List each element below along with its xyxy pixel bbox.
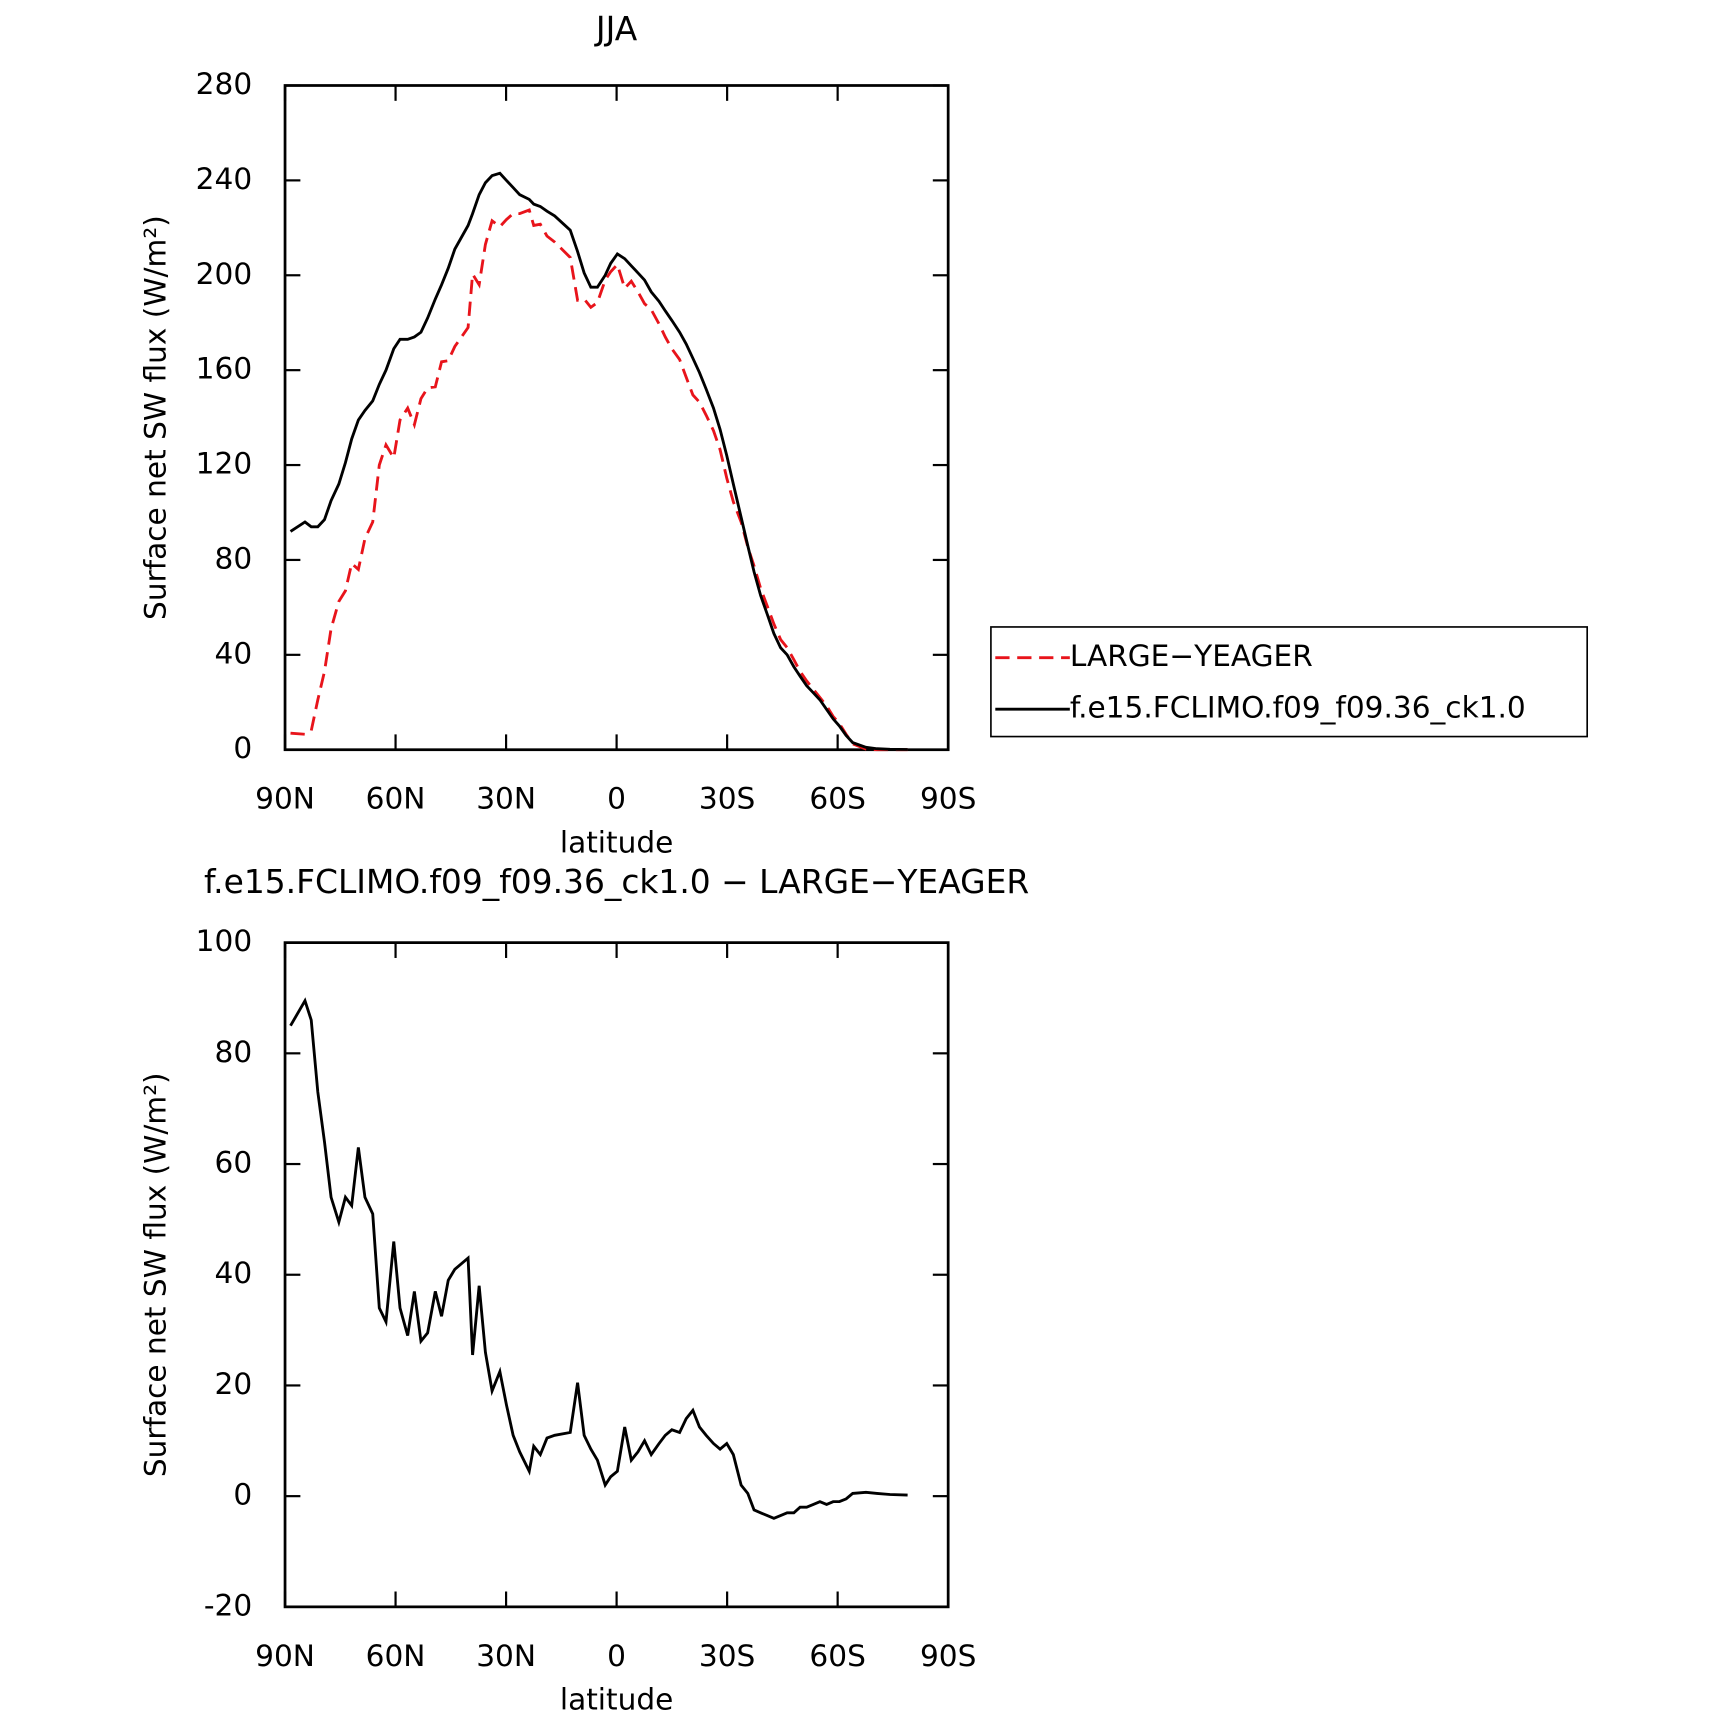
x-tick-label: 30S bbox=[699, 1639, 755, 1673]
x-tick-label: 90S bbox=[920, 1639, 976, 1673]
x-tick-label: 0 bbox=[607, 782, 626, 816]
y-tick-label: 0 bbox=[233, 1478, 252, 1512]
x-axis-label: latitude bbox=[560, 1683, 673, 1717]
x-tick-label: 30S bbox=[699, 782, 755, 816]
data-line bbox=[290, 208, 908, 752]
y-axis-label: Surface net SW flux (W/m²) bbox=[138, 215, 172, 620]
x-tick-label: 30N bbox=[476, 1639, 536, 1673]
y-tick-label: 60 bbox=[215, 1146, 253, 1180]
plot-frame bbox=[283, 84, 950, 752]
y-tick-label: -20 bbox=[204, 1588, 252, 1622]
x-tick-label: 90S bbox=[920, 782, 976, 816]
y-tick-label: 20 bbox=[215, 1367, 253, 1401]
x-tick-label: 90N bbox=[255, 1639, 315, 1673]
legend-label: f.e15.FCLIMO.f09_f09.36_ck1.0 bbox=[1070, 691, 1526, 725]
x-tick-label: 0 bbox=[607, 1639, 626, 1673]
x-tick-label: 60N bbox=[366, 1639, 426, 1673]
chart-title: f.e15.FCLIMO.f09_f09.36_ck1.0 − LARGE−YE… bbox=[204, 862, 1029, 901]
y-tick-label: 80 bbox=[215, 541, 253, 575]
y-axis-label: Surface net SW flux (W/m²) bbox=[138, 1072, 172, 1477]
x-tick-label: 60S bbox=[809, 1639, 865, 1673]
y-tick-label: 240 bbox=[196, 162, 252, 196]
legend-label: LARGE−YEAGER bbox=[1070, 639, 1313, 673]
y-tick-label: 100 bbox=[196, 924, 252, 958]
data-line bbox=[289, 171, 908, 751]
y-tick-label: 280 bbox=[196, 67, 252, 101]
y-tick-label: 40 bbox=[215, 1256, 253, 1290]
y-tick-label: 160 bbox=[196, 352, 252, 386]
plot-frame bbox=[283, 941, 950, 1609]
y-tick-label: 0 bbox=[233, 731, 252, 765]
data-line bbox=[289, 997, 908, 1520]
y-tick-label: 80 bbox=[215, 1035, 253, 1069]
y-tick-label: 120 bbox=[196, 447, 252, 481]
x-tick-label: 90N bbox=[255, 782, 315, 816]
chart-title: JJA bbox=[594, 9, 638, 48]
x-tick-label: 60N bbox=[366, 782, 426, 816]
y-tick-label: 40 bbox=[215, 636, 253, 670]
x-axis-label: latitude bbox=[560, 825, 673, 859]
y-tick-label: 200 bbox=[196, 257, 252, 291]
x-tick-label: 30N bbox=[476, 782, 536, 816]
x-tick-label: 60S bbox=[809, 782, 865, 816]
legend-box bbox=[990, 626, 1589, 738]
